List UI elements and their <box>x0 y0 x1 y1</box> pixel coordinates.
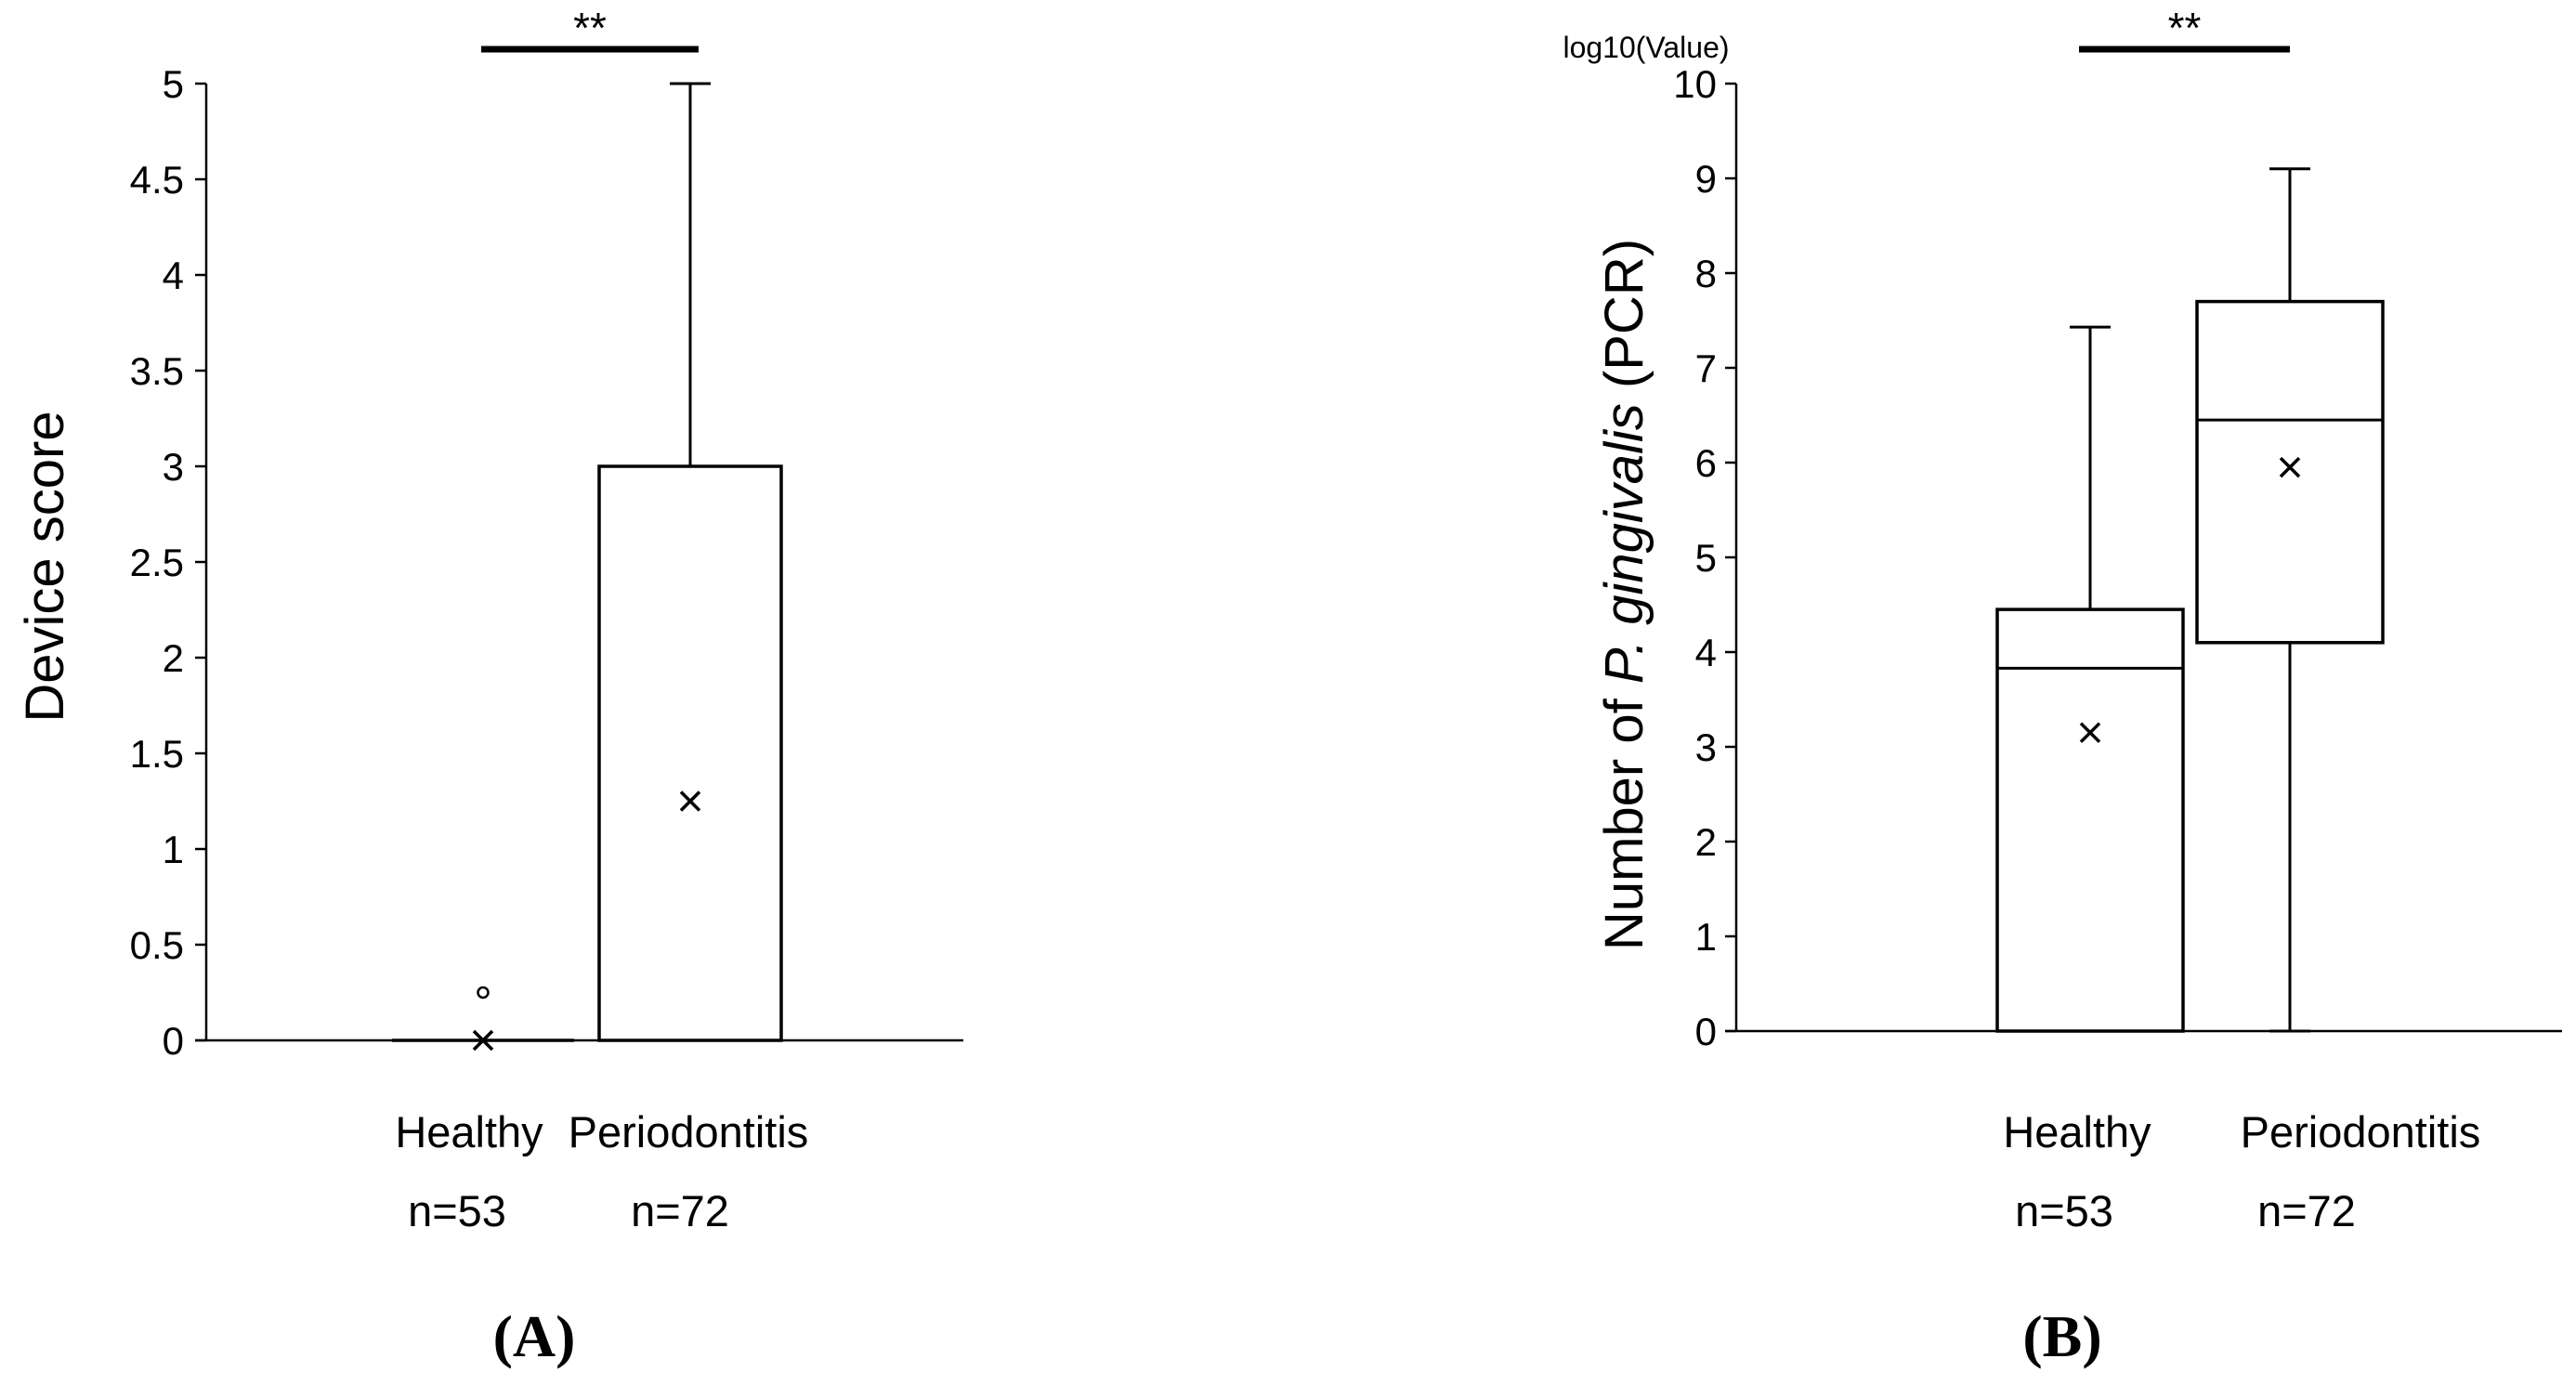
sample-size-label: n=72 <box>631 1186 729 1235</box>
mean-marker-stroke <box>472 1029 494 1052</box>
y-tick-label: 0 <box>163 1019 184 1063</box>
y-tick-label: 9 <box>1695 157 1717 201</box>
category-label: Periodontitis <box>2241 1107 2481 1156</box>
mean-marker <box>2279 456 2301 478</box>
panel-b-p-gingivalis-boxplot: 0 1 2 3 4 5 6 7 8 9 10 Number of P. gingivalis (PCR… <box>1563 4 2562 1369</box>
y-tick-label: 3 <box>1695 725 1717 769</box>
y-tick-label: 0.5 <box>130 923 184 967</box>
y-tick-label: 3.5 <box>130 349 184 393</box>
mean-marker-stroke <box>679 790 701 812</box>
y-tick-label: 2.5 <box>130 541 184 584</box>
category-label: Healthy <box>395 1107 543 1156</box>
y-tick-label: 5 <box>1695 536 1717 580</box>
significance-marker: ** <box>573 4 607 52</box>
y-axis-title-part: (PCR) <box>1594 239 1654 403</box>
mean-marker <box>679 790 701 812</box>
panel-label: (A) <box>493 1303 576 1369</box>
y-tick-label: 7 <box>1695 346 1717 390</box>
y-axis-title: Device score <box>15 411 75 722</box>
y-axis-title-part: Device score <box>15 411 75 722</box>
y-tick-label: 4 <box>163 254 184 297</box>
y-tick-label: 1.5 <box>130 732 184 776</box>
sample-size-label: n=53 <box>2015 1186 2113 1235</box>
y-tick-label: 8 <box>1695 252 1717 295</box>
iqr-box <box>597 464 783 1042</box>
y-tick-label: 4.5 <box>130 158 184 202</box>
y-tick-label: 1 <box>163 828 184 871</box>
mean-marker <box>2079 722 2101 743</box>
y-tick-label: 5 <box>163 62 184 106</box>
panel-label: (B) <box>2022 1303 2101 1369</box>
y-axis-title: Number of P. gingivalis (PCR) <box>1594 239 1654 950</box>
mean-marker <box>472 1029 494 1052</box>
y-tick-label: 3 <box>163 445 184 489</box>
outlier-point <box>477 986 490 1000</box>
y-tick-label: 2 <box>163 636 184 680</box>
y-tick-label: 2 <box>1695 820 1717 864</box>
mean-marker-stroke <box>2279 456 2301 478</box>
y-axis-title-part: Number of <box>1594 684 1654 950</box>
sample-size-label: n=72 <box>2257 1186 2356 1235</box>
y-tick-label: 6 <box>1695 441 1717 485</box>
unit-label: log10(Value) <box>1563 31 1729 64</box>
sample-size-label: n=53 <box>408 1186 506 1235</box>
y-tick-label: 0 <box>1695 1010 1717 1053</box>
mean-marker-stroke <box>2079 722 2101 743</box>
panel-a-device-score-boxplot: 0 0.5 1 1.5 2 2.5 3 3.5 4 4.5 5 Device score ** Healt… <box>15 4 963 1369</box>
iqr-box <box>2195 299 2385 645</box>
category-label: Healthy <box>2003 1107 2151 1156</box>
y-tick-label: 4 <box>1695 631 1717 674</box>
y-tick-label: 10 <box>1673 62 1717 106</box>
iqr-box <box>1995 608 2185 1033</box>
y-tick-label: 1 <box>1695 915 1717 959</box>
significance-marker: ** <box>2168 4 2202 52</box>
category-label: Periodontitis <box>569 1107 809 1156</box>
y-axis-title-part: P. gingivalis <box>1594 403 1654 684</box>
